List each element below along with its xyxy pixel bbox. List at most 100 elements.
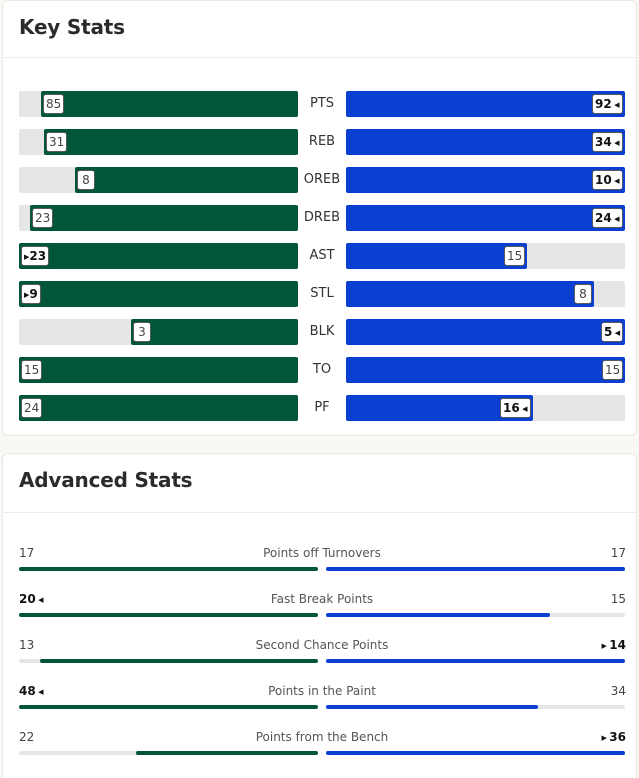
home-value-badge: 31: [46, 132, 68, 152]
home-bar-fill: [19, 357, 298, 383]
away-value: 5: [604, 325, 613, 339]
away-leader-arrow-icon: ◀: [611, 139, 620, 147]
home-bar-track: 23: [19, 205, 298, 231]
away-leader-arrow-icon: ▶: [601, 642, 610, 650]
stat-label: PF: [314, 400, 330, 415]
away-advanced-value: ▶ 36: [601, 730, 626, 744]
home-advanced-track: [19, 567, 318, 571]
away-leader-arrow-icon: ▶: [601, 734, 610, 742]
home-leader-arrow-icon: ◀: [35, 596, 44, 604]
away-advanced-track: [326, 613, 625, 617]
key-stat-row: 15 TO 15: [3, 357, 638, 383]
away-value: 24: [595, 211, 612, 225]
stat-label: AST: [309, 248, 335, 263]
away-value-badge: 5 ◀: [601, 322, 624, 342]
key-stat-row: 85 PTS 92 ◀: [3, 91, 638, 117]
home-advanced-number: 13: [19, 638, 35, 652]
stat-label: TO: [312, 362, 332, 377]
away-value: 8: [579, 287, 587, 301]
away-bar-track: 92 ◀: [346, 91, 625, 117]
home-bar-fill: [44, 129, 298, 155]
away-bar-track: 15: [346, 357, 625, 383]
home-leader-arrow-icon: ▶: [24, 291, 30, 299]
away-advanced-fill: [326, 705, 538, 709]
key-stats-divider: [3, 57, 636, 58]
away-bar-fill: [346, 91, 625, 117]
home-value: 85: [46, 97, 62, 111]
home-advanced-number: 22: [19, 730, 35, 744]
advanced-stat-row: 13 Second Chance Points ▶ 14: [3, 638, 638, 668]
away-advanced-number: 17: [610, 546, 626, 560]
home-bar-fill: [131, 319, 298, 345]
away-leader-arrow-icon: ◀: [611, 215, 620, 223]
away-value: 15: [605, 363, 621, 377]
away-bar-track: 24 ◀: [346, 205, 625, 231]
away-value: 10: [595, 173, 612, 187]
away-value-badge: 92 ◀: [592, 94, 623, 114]
home-value-badge: 85: [43, 94, 65, 114]
advanced-stat-label: Points off Turnovers: [263, 546, 381, 560]
away-advanced-value: 17: [611, 546, 626, 560]
stat-label: REB: [308, 134, 336, 149]
stat-label: STL: [310, 286, 334, 301]
home-advanced-fill: [19, 567, 318, 571]
advanced-stats-card: Advanced Stats 17 Points off Turnovers 17 2…: [2, 453, 637, 778]
key-stat-row: 3 BLK 5 ◀: [3, 319, 638, 345]
away-bar-fill: [346, 205, 625, 231]
home-bar-track: 8: [19, 167, 298, 193]
away-value-badge: 10 ◀: [592, 170, 623, 190]
away-advanced-value: ▶ 14: [601, 638, 626, 652]
home-bar-track: 15: [19, 357, 298, 383]
away-advanced-track: [326, 567, 625, 571]
away-value-badge: 15: [504, 246, 526, 266]
key-stat-row: 23 DREB 24 ◀: [3, 205, 638, 231]
away-advanced-number: 36: [609, 730, 626, 744]
key-stat-row: ▶9 STL 8: [3, 281, 638, 307]
home-bar-track: ▶9: [19, 281, 298, 307]
home-value: 3: [138, 325, 146, 339]
home-advanced-number: 48: [19, 684, 36, 698]
home-bar-fill: [41, 91, 298, 117]
key-stat-row: 31 REB 34 ◀: [3, 129, 638, 155]
home-value: 23: [29, 249, 47, 263]
away-value-badge: 24 ◀: [592, 208, 623, 228]
home-advanced-value: 13: [19, 638, 34, 652]
home-bar-fill: [19, 243, 298, 269]
away-value-badge: 34 ◀: [592, 132, 623, 152]
away-advanced-number: 15: [610, 592, 626, 606]
away-bar-fill: [346, 319, 625, 345]
away-advanced-fill: [326, 751, 625, 755]
home-advanced-track: [19, 705, 318, 709]
key-stat-row: 8 OREB 10 ◀: [3, 167, 638, 193]
advanced-stat-row: 48 ◀ Points in the Paint 34: [3, 684, 638, 714]
home-value-badge: 23: [32, 208, 54, 228]
key-stat-row: 24 PF 16 ◀: [3, 395, 638, 421]
home-advanced-track: [19, 659, 318, 663]
away-advanced-fill: [326, 567, 625, 571]
advanced-stat-label: Points from the Bench: [255, 730, 389, 744]
away-bar-fill: [346, 243, 527, 269]
advanced-stat-label: Fast Break Points: [270, 592, 374, 606]
away-bar-track: 34 ◀: [346, 129, 625, 155]
advanced-stat-row: 22 Points from the Bench ▶ 36: [3, 730, 638, 760]
advanced-stat-label: Second Chance Points: [255, 638, 389, 652]
home-advanced-number: 17: [19, 546, 35, 560]
home-advanced-fill: [19, 613, 318, 617]
away-bar-track: 15: [346, 243, 625, 269]
stat-label: OREB: [303, 172, 341, 187]
away-leader-arrow-icon: ◀: [611, 101, 620, 109]
away-bar-fill: [346, 281, 594, 307]
away-leader-arrow-icon: ◀: [611, 177, 620, 185]
away-bar-fill: [346, 167, 625, 193]
home-bar-track: 3: [19, 319, 298, 345]
away-advanced-fill: [326, 659, 625, 663]
home-advanced-number: 20: [19, 592, 36, 606]
away-bar-track: 16 ◀: [346, 395, 625, 421]
away-bar-fill: [346, 357, 625, 383]
home-value-badge: ▶23: [21, 246, 50, 266]
home-advanced-value: 48 ◀: [19, 684, 44, 698]
away-advanced-value: 34: [611, 684, 626, 698]
away-leader-arrow-icon: ◀: [519, 405, 528, 413]
home-value: 31: [49, 135, 65, 149]
away-advanced-number: 34: [610, 684, 626, 698]
